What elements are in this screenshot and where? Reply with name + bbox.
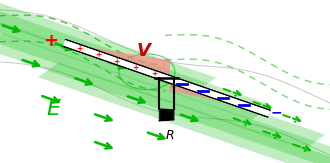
Polygon shape [71, 44, 170, 77]
Text: +: + [151, 69, 157, 78]
Polygon shape [0, 33, 330, 163]
Text: +: + [43, 32, 58, 50]
Text: +: + [114, 57, 120, 66]
Polygon shape [0, 0, 272, 120]
Text: +: + [76, 44, 82, 52]
Text: R: R [166, 129, 174, 142]
Polygon shape [170, 80, 263, 109]
Text: E: E [46, 99, 60, 119]
Text: V: V [137, 42, 150, 59]
Polygon shape [0, 4, 325, 149]
Polygon shape [38, 62, 330, 163]
Text: −: − [270, 105, 282, 119]
Text: +: + [132, 63, 139, 72]
Text: +: + [95, 50, 101, 59]
Polygon shape [0, 0, 216, 92]
